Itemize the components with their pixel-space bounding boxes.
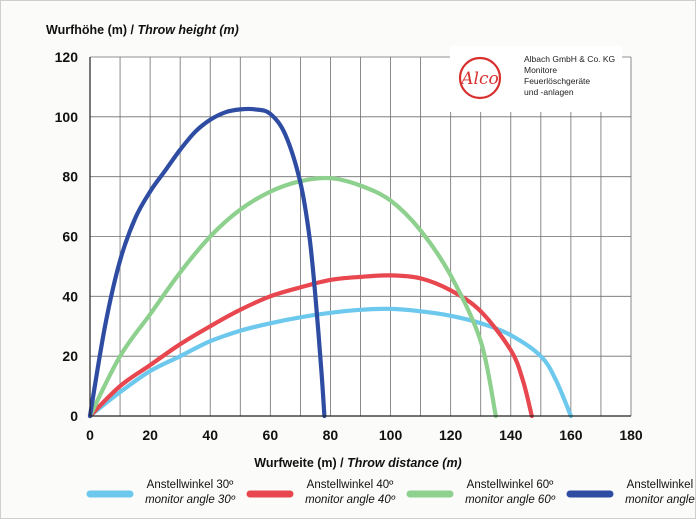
x-tick-label: 80 [323, 427, 339, 443]
x-tick-label: 180 [619, 427, 643, 443]
series-line-2 [87, 273, 534, 419]
x-tick-label: 0 [86, 427, 94, 443]
legend-label-de: Anstellwinkel 40º [307, 479, 394, 491]
chart-title-en: Throw height (m) [137, 23, 238, 37]
x-tick-label: 40 [202, 427, 218, 443]
y-tick-label: 80 [62, 169, 78, 185]
x-tick-label: 60 [263, 427, 279, 443]
x-axis-label-de: Wurfweite (m) / [254, 456, 347, 470]
x-tick-label: 20 [142, 427, 158, 443]
logo-text: Alco [459, 69, 498, 89]
legend-item-4: Anstellwinkel 75º monitor angle 75º [566, 479, 696, 506]
x-axis-label: Wurfweite (m) / Throw distance (m) [254, 456, 461, 470]
x-tick-label: 140 [499, 427, 523, 443]
legend-label-en: monitor angle 60º [465, 494, 556, 506]
y-tick-label: 0 [70, 408, 78, 424]
legend-item-1: Anstellwinkel 30º monitor angle 30º [86, 479, 236, 506]
legend-label-en: monitor angle 40º [305, 494, 396, 506]
company-line-2: Monitore [524, 65, 557, 75]
y-tick-label: 40 [62, 288, 78, 304]
company-line-1: Albach GmbH & Co. KG [524, 54, 615, 64]
chart-title: Wurfhöhe (m) / Throw height (m) [46, 23, 239, 37]
series-line-4 [87, 106, 327, 419]
y-tick-label: 120 [55, 49, 79, 65]
logo-block: Alco Albach GmbH & Co. KG Monitore Feuer… [450, 46, 622, 112]
axes: 0 20 40 60 80 100 120 140 160 180 0 20 40 60 80 100 120 [55, 49, 643, 443]
legend-label-en: monitor angle 75º [625, 494, 696, 506]
series-line-1 [87, 306, 573, 419]
legend-label-de: Anstellwinkel 60º [467, 479, 554, 491]
x-tick-label: 120 [439, 427, 463, 443]
x-tick-label: 100 [379, 427, 403, 443]
y-tick-label: 20 [62, 348, 78, 364]
series-layer [87, 106, 573, 419]
legend-label-de: Anstellwinkel 30º [147, 479, 234, 491]
legend-item-3: Anstellwinkel 60º monitor angle 60º [406, 479, 556, 506]
x-tick-label: 160 [559, 427, 583, 443]
y-tick-label: 60 [62, 229, 78, 245]
x-axis-label-en: Throw distance (m) [347, 456, 462, 470]
legend-item-2: Anstellwinkel 40º monitor angle 40º [246, 479, 396, 506]
company-line-4: und -anlagen [524, 87, 574, 97]
chart-title-de: Wurfhöhe (m) / [46, 23, 137, 37]
company-line-3: Feuerlöschgeräte [524, 76, 590, 86]
alco-logo-icon [458, 56, 502, 100]
legend-label-en: monitor angle 30º [145, 494, 236, 506]
y-tick-label: 100 [55, 109, 79, 125]
legend-label-de: Anstellwinkel 75º [627, 479, 696, 491]
